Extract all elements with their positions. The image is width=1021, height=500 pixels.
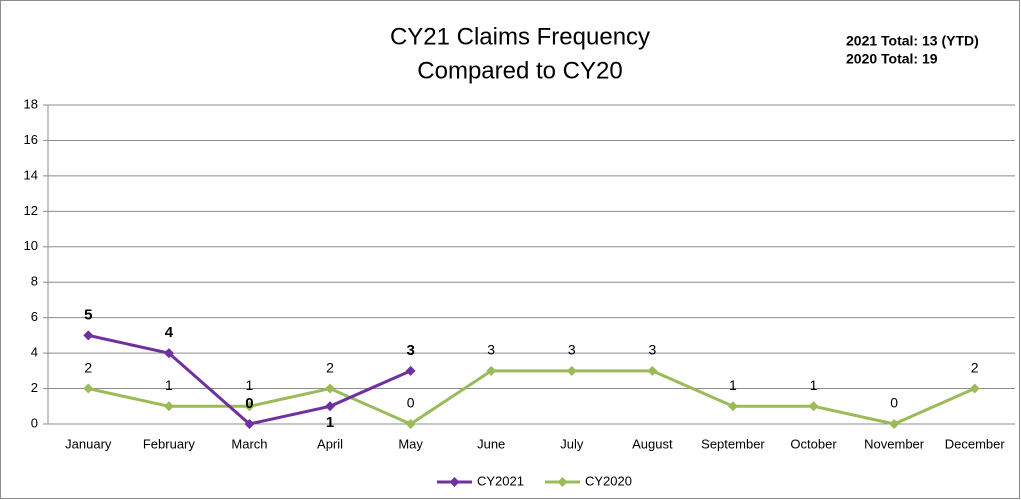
y-tick-label: 0	[31, 415, 38, 430]
legend-marker	[449, 477, 460, 487]
y-tick-label: 2	[31, 380, 38, 395]
x-tick-label: October	[790, 436, 837, 451]
x-tick-label: March	[231, 436, 267, 451]
data-label: 3	[406, 342, 414, 359]
x-tick-label: December	[945, 436, 1006, 451]
series-line	[87, 369, 976, 426]
point-marker	[647, 365, 658, 376]
y-tick-label: 14	[24, 167, 38, 182]
x-tick-label: August	[632, 436, 673, 451]
point-marker	[405, 419, 416, 429]
data-label: 3	[568, 342, 576, 358]
data-label: 4	[165, 324, 174, 341]
x-tick-label: February	[143, 436, 196, 451]
point-marker	[325, 383, 336, 394]
data-label: 3	[487, 342, 495, 358]
point-marker	[969, 383, 980, 394]
data-label: 1	[810, 377, 818, 393]
y-tick-label: 8	[31, 274, 38, 289]
annotation: 2021 Total: 13 (YTD)	[846, 33, 979, 49]
annotation: 2020 Total: 19	[846, 51, 938, 67]
legend-label: CY2021	[477, 473, 524, 488]
data-label: 2	[84, 359, 92, 375]
y-tick-label: 6	[31, 309, 38, 324]
point-marker	[163, 348, 174, 359]
data-label: 1	[246, 377, 254, 393]
data-label: 3	[648, 342, 656, 358]
data-label: 2	[971, 359, 979, 375]
y-tick-label: 18	[24, 96, 38, 111]
x-tick-label: April	[317, 436, 343, 451]
y-tick-label: 4	[31, 345, 38, 360]
point-marker	[486, 365, 497, 376]
data-label: 0	[245, 395, 253, 412]
point-marker	[325, 401, 336, 412]
y-tick-label: 16	[24, 132, 38, 147]
point-marker	[83, 330, 94, 341]
x-tick-label: September	[701, 436, 765, 451]
point-marker	[405, 365, 416, 376]
data-label: 1	[729, 377, 737, 393]
point-marker	[244, 419, 255, 429]
data-label: 2	[326, 359, 334, 375]
point-marker	[83, 383, 94, 394]
point-marker	[889, 419, 900, 429]
x-tick-label: June	[477, 436, 505, 451]
data-label: 0	[407, 395, 415, 411]
x-tick-label: May	[398, 436, 423, 451]
point-marker	[808, 401, 819, 412]
point-marker	[727, 401, 738, 412]
chart-title: Compared to CY20	[417, 57, 622, 84]
data-label: 1	[326, 414, 334, 431]
x-tick-label: July	[560, 436, 584, 451]
data-label: 1	[165, 377, 173, 393]
x-tick-label: January	[65, 436, 112, 451]
y-tick-label: 10	[24, 238, 38, 253]
point-marker	[244, 401, 255, 412]
point-marker	[566, 365, 577, 376]
data-label: 5	[84, 306, 92, 323]
chart-title: CY21 Claims Frequency	[390, 23, 650, 50]
legend-marker	[557, 477, 568, 487]
point-marker	[163, 401, 174, 412]
x-tick-label: November	[864, 436, 925, 451]
data-label: 0	[890, 395, 898, 411]
y-tick-label: 12	[24, 203, 38, 218]
legend-label: CY2020	[585, 473, 632, 488]
